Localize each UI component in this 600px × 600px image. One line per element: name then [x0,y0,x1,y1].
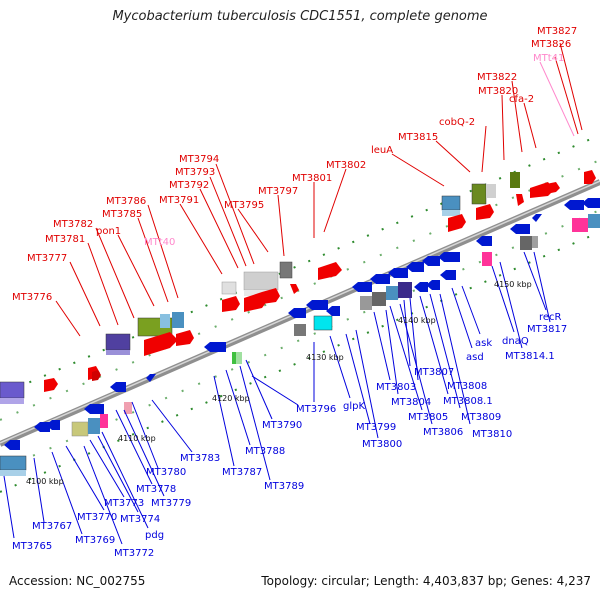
gene-label: MT3808.1 [443,396,493,407]
gene-label: MT3786 [106,196,146,207]
gene-label: cobQ-2 [439,117,475,128]
gene-label: cfa-2 [509,94,534,105]
gene-label: MT3793 [175,167,215,178]
map-title: Mycobacterium tuberculosis CDC1551, comp… [112,9,488,24]
gene-label: ask [475,338,492,349]
tick-label: 4140 kbp [398,316,436,325]
gene-label: MT3765 [12,541,52,552]
gene-label: MT3822 [477,72,517,83]
accession-text: Accession: NC_002755 [9,574,146,588]
gene-label: MT3773 [104,498,144,509]
gene-label: MT3767 [32,521,72,532]
gene-label: MT3827 [537,26,577,37]
gene-label: pdg [145,530,164,541]
gene-label: MT3800 [362,439,402,450]
gene-label: MT3782 [53,219,93,230]
tick-label: 4110 kbp [118,434,156,443]
reverse-labels: MT3765 MT3767 MT3769 MT3770 MT3772 MT377… [12,312,567,559]
gene-label: MT3777 [27,253,67,264]
gene-label: MT3805 [408,412,448,423]
gene-label: asd [466,352,484,363]
gene-label: MT3802 [326,160,366,171]
gene-label: MT3776 [12,292,52,303]
forward-labels: MT3776 MT3777 MT3781 MT3782 pon1 MT3785 … [12,26,577,303]
track-forward-outer [0,134,600,396]
gene-label: MT3795 [224,200,264,211]
gene-label: MT3814.1 [505,351,555,362]
tick-label: 4150 kbp [494,280,532,289]
gene-label: MT3778 [136,484,176,495]
gene-label: MT3810 [472,429,512,440]
gene-label: MT3789 [264,481,304,492]
gene-label: dnaQ [502,336,529,347]
track-reverse-outer [0,231,600,493]
gene-label: MT3820 [478,86,518,97]
tick-label: 4120 kbp [212,394,250,403]
gene-label: MT3817 [527,324,567,335]
gene-label: MT3797 [258,186,298,197]
gene-label: MT3801 [292,173,332,184]
gene-label: MTt40 [144,237,175,248]
forward-leader-lines [55,42,583,337]
gene-label: MT3799 [356,422,396,433]
gene-label: MT3796 [296,404,336,415]
reverse-leader-lines [3,251,551,545]
gene-label: MT3785 [102,209,142,220]
gene-label: MT3779 [151,498,191,509]
gene-label: MT3780 [146,467,186,478]
gene-label: MT3804 [391,397,431,408]
gene-label: MT3807 [414,367,454,378]
gene-label: MT3791 [159,195,199,206]
reverse-genes [0,198,600,476]
gene-label: MT3808 [447,381,487,392]
gene-label: pon1 [96,226,121,237]
gene-label: glpK [343,401,365,412]
track-forward-inner [0,159,600,421]
gene-label: MT3770 [77,512,117,523]
gene-label: MT3787 [222,467,262,478]
genome-summary: Topology: circular; Length: 4,403,837 bp… [261,574,591,588]
gene-label: MT3803 [376,382,416,393]
tick-label: 4130 kbp [306,353,344,362]
gene-label: MT3783 [180,453,220,464]
gene-label: MT3774 [120,514,160,525]
scale-ticks: 4100 kbp 4110 kbp 4120 kbp 4130 kbp 4140… [26,280,532,486]
gene-label: MTt41 [533,53,564,64]
gene-label: MT3769 [75,535,115,546]
gene-label: MT3794 [179,154,219,165]
tick-label: 4100 kbp [26,477,64,486]
gene-label: MT3826 [531,39,571,50]
gene-label: MT3815 [398,132,438,143]
gene-label: MT3790 [262,420,302,431]
gene-label: MT3788 [245,446,285,457]
gene-label: MT3781 [45,234,85,245]
gene-label: recR [539,312,562,323]
gene-label: MT3806 [423,427,463,438]
gene-label: MT3809 [461,412,501,423]
forward-genes [0,170,596,404]
gene-label: MT3792 [169,180,209,191]
gene-label: MT3772 [114,548,154,559]
gene-label: leuA [371,145,393,156]
